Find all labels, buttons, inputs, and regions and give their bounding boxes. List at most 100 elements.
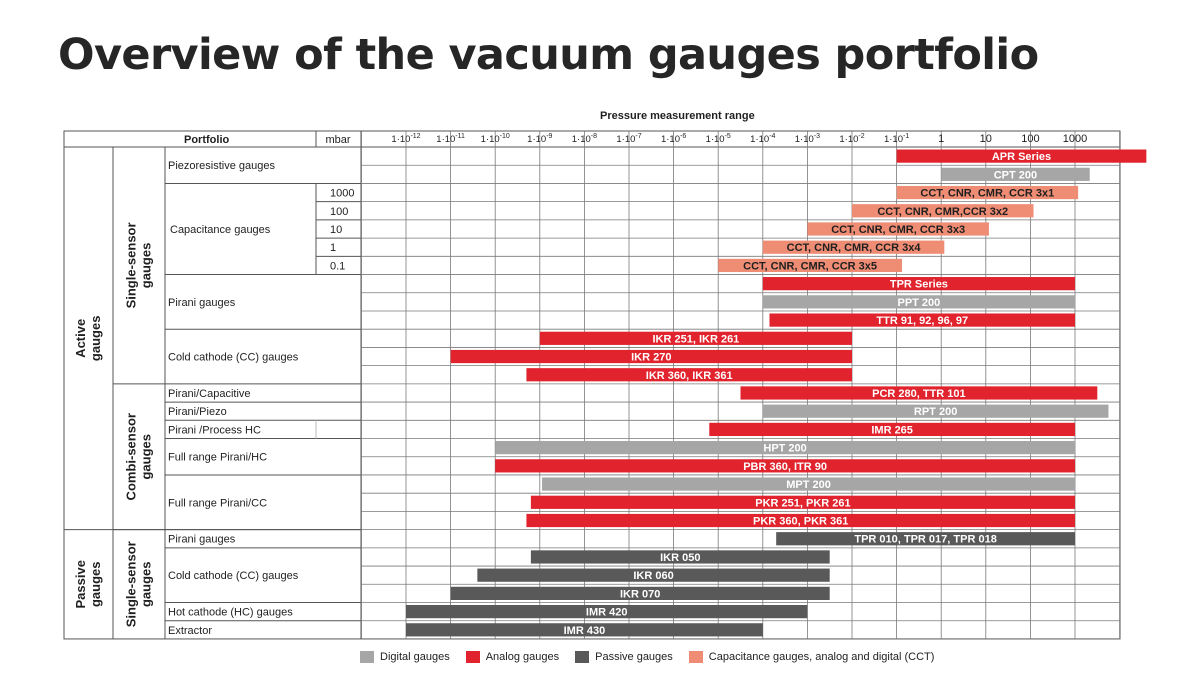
range-bar xyxy=(539,331,852,345)
range-bar xyxy=(852,204,1034,218)
bar-label: MPT 200 xyxy=(786,479,831,491)
range-bar xyxy=(530,495,1075,509)
category-label: Capacitance gauges xyxy=(170,224,271,236)
group-label-l1: Passivegauges xyxy=(73,560,103,608)
bar-label: PBR 360, ITR 90 xyxy=(743,461,827,473)
x-tick-label: 1·10-5 xyxy=(706,133,731,145)
bar-label: CCT, CNR, CMR,CCR 3x2 xyxy=(877,206,1008,218)
group-label-l2: Combi-sensorgauges xyxy=(124,413,154,500)
x-tick-label: 1·10-1 xyxy=(884,133,909,145)
bar-label: IKR 270 xyxy=(631,352,671,364)
category-label: Cold cathode (CC) gauges xyxy=(168,352,299,364)
bar-label: IKR 360, IKR 361 xyxy=(646,370,733,382)
x-tick-label: 1000 xyxy=(1063,133,1087,145)
range-bar xyxy=(762,295,1075,309)
legend-item: Digital gauges xyxy=(360,651,450,663)
range-bar xyxy=(769,313,1075,327)
legend-swatch xyxy=(688,651,703,663)
group-label-l2: Single-sensorgauges xyxy=(124,222,154,308)
category-label: Pirani gauges xyxy=(168,534,236,546)
range-bar xyxy=(762,404,1109,418)
range-bar xyxy=(896,185,1079,200)
x-tick-label: 1·10-7 xyxy=(616,133,641,145)
range-bar xyxy=(542,477,1075,491)
chart-legend: Digital gauges Analog gauges Passive gauge… xyxy=(360,651,934,663)
x-tick-label: 1·10-2 xyxy=(839,133,864,145)
category-label: Full range Pirani/HC xyxy=(168,452,267,464)
bar-label: IKR 050 xyxy=(660,552,700,564)
range-bar xyxy=(406,605,808,619)
range-bar xyxy=(807,222,989,236)
group-label-l1: Activegauges xyxy=(73,316,103,362)
chart-subtitle: Pressure measurement range xyxy=(600,110,755,122)
legend-label: Capacitance gauges, analog and digital (… xyxy=(708,651,935,663)
legend-swatch xyxy=(465,651,480,663)
mbar-label: 10 xyxy=(330,224,342,236)
x-tick-label: 100 xyxy=(1021,133,1039,145)
category-label: Pirani /Process HC xyxy=(168,424,261,436)
range-bar xyxy=(450,586,830,600)
range-bar xyxy=(941,167,1090,181)
category-label: Pirani/Piezo xyxy=(168,406,227,418)
header-portfolio: Portfolio xyxy=(184,134,229,146)
x-tick-label: 1 xyxy=(938,133,944,145)
bar-label: APR Series xyxy=(992,151,1051,163)
bar-label: CCT, CNR, CMR, CCR 3x1 xyxy=(920,188,1054,200)
mbar-label: 1 xyxy=(330,242,336,254)
bar-label: IKR 060 xyxy=(633,570,673,582)
legend-label: Passive gauges xyxy=(595,651,673,663)
range-bar xyxy=(709,422,1075,437)
range-bar xyxy=(718,258,902,273)
range-bar xyxy=(495,459,1075,473)
category-label: Piezoresistive gauges xyxy=(168,160,276,172)
bar-label: RPT 200 xyxy=(914,406,957,418)
category-label: Cold cathode (CC) gauges xyxy=(168,570,299,582)
x-tick-label: 1·10-3 xyxy=(795,133,820,145)
range-bar xyxy=(526,513,1075,528)
legend-swatch xyxy=(575,651,590,663)
x-tick-label: 1·10-10 xyxy=(481,133,510,145)
bar-label: IKR 070 xyxy=(620,588,660,600)
bar-label: HPT 200 xyxy=(763,443,806,455)
bar-label: TPR Series xyxy=(890,279,948,291)
x-tick-label: 1·10-11 xyxy=(436,133,465,145)
x-tick-label: 1·10-12 xyxy=(391,133,420,145)
mbar-label: 1000 xyxy=(330,188,354,200)
category-label: Full range Pirani/CC xyxy=(168,497,267,509)
x-tick-label: 1·10-6 xyxy=(661,133,686,145)
bar-label: PCR 280, TTR 101 xyxy=(872,388,966,400)
legend-label: Analog gauges xyxy=(485,651,560,663)
x-tick-label: 1·10-9 xyxy=(527,133,552,145)
bar-label: CCT, CNR, CMR, CCR 3x4 xyxy=(787,242,922,254)
x-tick-label: 1·10-8 xyxy=(572,133,597,145)
range-bar xyxy=(762,240,945,254)
category-label: Hot cathode (HC) gauges xyxy=(168,607,293,619)
bar-label: CPT 200 xyxy=(994,169,1037,181)
header-unit: mbar xyxy=(325,134,350,146)
bar-label: PKR 251, PKR 261 xyxy=(755,497,850,509)
bar-label: PKR 360, PKR 361 xyxy=(753,516,848,528)
range-bar xyxy=(530,550,830,564)
range-bar xyxy=(776,532,1075,546)
category-label: Extractor xyxy=(168,625,212,637)
x-tick-label: 1·10-4 xyxy=(750,133,775,145)
bar-label: IMR 420 xyxy=(586,607,628,619)
group-label-l2: Single-sensorgauges xyxy=(124,541,154,627)
range-bar xyxy=(406,623,763,637)
bar-label: IKR 251, IKR 261 xyxy=(652,333,739,345)
legend-item: Passive gauges xyxy=(575,651,673,663)
range-bar xyxy=(495,441,1075,455)
range-bar xyxy=(526,368,852,382)
bar-label: TTR 91, 92, 96, 97 xyxy=(876,315,968,327)
bar-label: IMR 265 xyxy=(871,424,913,436)
category-label: Pirani gauges xyxy=(168,297,236,309)
bar-label: CCT, CNR, CMR, CCR 3x5 xyxy=(743,260,877,272)
mbar-label: 0.1 xyxy=(330,260,345,272)
page-title: Overview of the vacuum gauges portfolio xyxy=(58,30,1039,80)
bar-label: TPR 010, TPR 017, TPR 018 xyxy=(854,534,996,546)
range-bar xyxy=(477,568,830,582)
bar-label: IMR 430 xyxy=(564,625,606,637)
range-bar xyxy=(450,349,852,364)
x-tick-label: 10 xyxy=(980,133,992,145)
